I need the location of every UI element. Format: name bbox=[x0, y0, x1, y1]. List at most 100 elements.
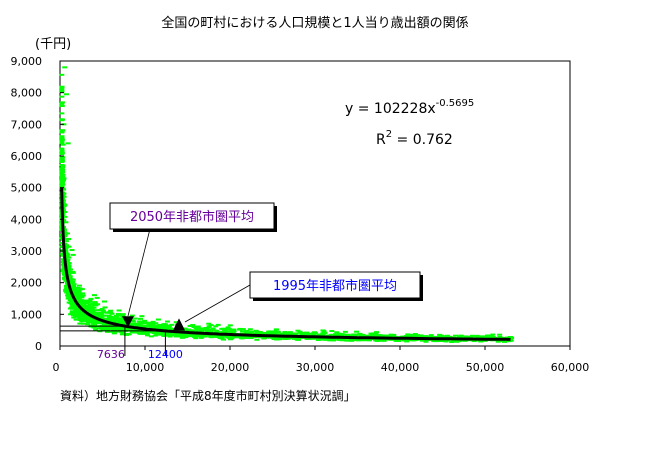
scatter-point bbox=[463, 335, 469, 338]
scatter-point bbox=[356, 338, 362, 341]
y-tick-label: 1,000 bbox=[11, 308, 43, 321]
scatter-point bbox=[59, 176, 65, 179]
scatter-point bbox=[73, 318, 79, 321]
scatter-point bbox=[225, 326, 231, 329]
scatter-point bbox=[228, 329, 234, 332]
scatter-point bbox=[229, 331, 235, 334]
scatter-point bbox=[90, 308, 96, 311]
x-tick-label: 10,000 bbox=[126, 361, 165, 374]
scatter-point bbox=[59, 73, 65, 76]
scatter-point bbox=[391, 333, 397, 336]
scatter-point bbox=[98, 311, 104, 314]
scatter-point bbox=[69, 282, 75, 285]
scatter-point bbox=[67, 268, 73, 271]
scatter-point bbox=[321, 331, 327, 334]
scatter-point bbox=[69, 278, 75, 281]
trend-line bbox=[60, 187, 511, 341]
scatter-point bbox=[352, 334, 358, 337]
scatter-point bbox=[243, 330, 249, 333]
scatter-point bbox=[81, 322, 87, 325]
scatter-point bbox=[144, 334, 150, 337]
up-triangle-marker bbox=[173, 318, 185, 331]
scatter-point bbox=[120, 314, 126, 317]
scatter-point bbox=[422, 339, 428, 342]
scatter-point bbox=[462, 339, 468, 342]
scatter-point bbox=[222, 329, 228, 332]
scatter-point bbox=[305, 333, 311, 336]
scatter-point bbox=[71, 314, 77, 317]
scatter-point bbox=[349, 338, 355, 341]
scatter-point bbox=[408, 334, 414, 337]
scatter-point bbox=[87, 300, 93, 303]
scatter-point bbox=[78, 299, 84, 302]
callout-2050-label: 2050年非都市圏平均 bbox=[130, 209, 254, 225]
scatter-point bbox=[59, 140, 65, 143]
scatter-point bbox=[94, 296, 100, 299]
scatter-point bbox=[79, 296, 85, 299]
scatter-point bbox=[115, 312, 121, 315]
scatter-point bbox=[289, 332, 295, 335]
scatter-point bbox=[454, 340, 460, 343]
scatter-point bbox=[219, 337, 225, 340]
scatter-point bbox=[111, 332, 117, 335]
scatter-point bbox=[89, 303, 95, 306]
scatter-point bbox=[206, 326, 212, 329]
scatter-point bbox=[331, 339, 337, 342]
scatter-point bbox=[59, 135, 65, 138]
scatter-point bbox=[208, 334, 214, 337]
scatter-point bbox=[158, 332, 164, 335]
scatter-point bbox=[334, 331, 340, 334]
scatter-point bbox=[224, 327, 230, 330]
scatter-point bbox=[119, 318, 125, 321]
scatter-point bbox=[478, 340, 484, 343]
x-tick-label: 60,000 bbox=[551, 361, 590, 374]
scatter-point bbox=[443, 335, 449, 338]
scatter-point bbox=[137, 325, 143, 328]
scatter-point bbox=[327, 339, 333, 342]
scatter-point bbox=[312, 331, 318, 334]
scatter-point bbox=[166, 334, 172, 337]
scatter-point bbox=[261, 337, 267, 340]
scatter-point bbox=[78, 312, 84, 315]
x-axis: 0 10,000 20,000 30,000 40,000 50,000 60,000 bbox=[53, 346, 590, 374]
scatter-point bbox=[333, 338, 339, 341]
scatter-point bbox=[340, 333, 346, 336]
scatter-point bbox=[80, 314, 86, 317]
callout-1995: 1995年非都市圏平均 bbox=[184, 271, 423, 323]
scatter-point bbox=[60, 129, 66, 132]
scatter-point bbox=[99, 326, 105, 329]
scatter-point bbox=[310, 333, 316, 336]
scatter-point bbox=[79, 288, 85, 291]
scatter-point bbox=[485, 334, 491, 337]
scatter-point bbox=[100, 309, 106, 312]
scatter-point bbox=[83, 301, 89, 304]
scatter-point bbox=[72, 288, 78, 291]
scatter-point bbox=[66, 245, 72, 248]
scatter-point bbox=[59, 90, 65, 93]
scatter-point bbox=[166, 325, 172, 328]
scatter-point bbox=[285, 333, 291, 336]
scatter-point bbox=[67, 307, 73, 310]
scatter-point bbox=[66, 292, 72, 295]
scatter-point bbox=[86, 316, 92, 319]
scatter-point bbox=[263, 336, 269, 339]
scatter-point bbox=[83, 308, 89, 311]
scatter-point bbox=[365, 339, 371, 342]
x-tick-label: 50,000 bbox=[466, 361, 505, 374]
scatter-point bbox=[333, 333, 339, 336]
scatter-point bbox=[61, 271, 67, 274]
scatter-point bbox=[93, 328, 99, 331]
scatter-point bbox=[303, 331, 309, 334]
scatter-point bbox=[140, 331, 146, 334]
scatter-point bbox=[272, 332, 278, 335]
scatter-point bbox=[106, 314, 112, 317]
scatter-point bbox=[267, 330, 273, 333]
scatter-point bbox=[92, 301, 98, 304]
scatter-point bbox=[389, 335, 395, 338]
scatter-point bbox=[206, 322, 212, 325]
scatter-point bbox=[59, 142, 65, 145]
scatter-point bbox=[339, 339, 345, 342]
scatter-point bbox=[488, 336, 494, 339]
scatter-point bbox=[74, 306, 80, 309]
